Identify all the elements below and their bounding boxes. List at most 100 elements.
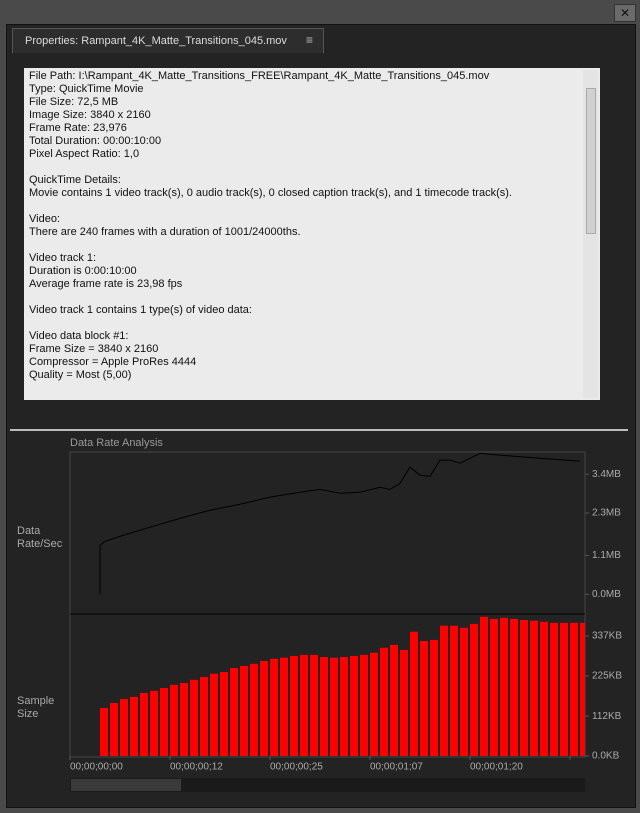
scroll-thumb[interactable] bbox=[586, 88, 596, 234]
bar bbox=[330, 657, 338, 756]
bar bbox=[130, 696, 138, 756]
h-scrollbar[interactable] bbox=[70, 778, 585, 792]
property-line: Image Size: 3840 x 2160 bbox=[29, 109, 151, 121]
bar bbox=[480, 616, 488, 756]
bar bbox=[580, 622, 585, 756]
bar bbox=[280, 657, 288, 756]
bar bbox=[340, 657, 348, 756]
properties-text: File Path: I:\Rampant_4K_Matte_Transitio… bbox=[24, 68, 600, 400]
property-line: Movie contains 1 video track(s), 0 audio… bbox=[29, 187, 512, 199]
bar bbox=[160, 687, 168, 756]
bar bbox=[150, 690, 158, 756]
bar bbox=[230, 668, 238, 756]
bar bbox=[110, 702, 118, 756]
tab-title: Properties: Rampant_4K_Matte_Transitions… bbox=[25, 35, 287, 47]
bar bbox=[390, 644, 398, 756]
bar bbox=[550, 622, 558, 756]
property-line: QuickTime Details: bbox=[29, 174, 121, 186]
property-line: Quality = Most (5,00) bbox=[29, 369, 132, 381]
bar bbox=[510, 618, 518, 756]
lines: File Path: I:\Rampant_4K_Matte_Transitio… bbox=[29, 70, 512, 395]
bar bbox=[370, 652, 378, 756]
property-line: Type: QuickTime Movie bbox=[29, 83, 144, 95]
bar bbox=[440, 625, 448, 756]
x-tick-label: 00;00;01;07 bbox=[370, 762, 423, 773]
property-line: Total Duration: 00:00:10:00 bbox=[29, 135, 162, 147]
bar bbox=[210, 673, 218, 756]
property-line: Frame Size = 3840 x 2160 bbox=[29, 343, 159, 355]
x-tick-label: 00;00;00;25 bbox=[270, 762, 323, 773]
y-tick-label: 337KB bbox=[592, 631, 622, 642]
property-line: Video data block #1: bbox=[29, 330, 129, 342]
bar bbox=[460, 627, 468, 756]
y-label: Data Rate/Sec bbox=[17, 525, 63, 550]
paragraph: Video: There are 240 frames with a durati… bbox=[29, 213, 512, 239]
property-line: Video track 1 contains 1 type(s) of vide… bbox=[29, 304, 252, 316]
bar bbox=[240, 665, 248, 756]
paragraph: Video data block #1: Frame Size = 3840 x … bbox=[29, 330, 512, 382]
bar bbox=[400, 649, 408, 756]
bar bbox=[290, 655, 298, 756]
x-tick-label: 00;00;00;00 bbox=[70, 762, 123, 773]
y-tick-label: 0.0KB bbox=[592, 751, 620, 762]
property-line: File Size: 72,5 MB bbox=[29, 96, 119, 108]
paragraph: QuickTime Details: Movie contains 1 video… bbox=[29, 174, 512, 200]
bar bbox=[540, 621, 548, 756]
y-tick-label: 225KB bbox=[592, 671, 622, 682]
bar bbox=[490, 618, 498, 756]
property-line: Duration is 0:00:10:00 bbox=[29, 265, 137, 277]
x-tick-label: 00;0 bbox=[570, 762, 590, 773]
paragraph: Video track 1: Duration is 0:00:10:00 Aver… bbox=[29, 252, 512, 291]
property-line: Pixel Aspect Ratio: 1,0 bbox=[29, 148, 140, 160]
bar bbox=[380, 647, 388, 756]
chart-title: Data Rate Analysis bbox=[70, 437, 163, 449]
bar bbox=[560, 622, 568, 756]
property-line: Frame Rate: 23,976 bbox=[29, 122, 127, 134]
y-label: Sample Size bbox=[17, 695, 55, 720]
separator bbox=[10, 429, 628, 431]
bar bbox=[310, 654, 318, 756]
bar bbox=[180, 683, 188, 756]
bar bbox=[190, 679, 198, 756]
bar bbox=[420, 640, 428, 756]
bar bbox=[320, 657, 328, 756]
property-line: File Path: I:\Rampant_4K_Matte_Transitio… bbox=[29, 70, 490, 82]
bar bbox=[120, 699, 128, 756]
property-line: Video track 1: bbox=[29, 252, 97, 264]
x-tick-label: 00;00;00;12 bbox=[170, 762, 223, 773]
bar bbox=[250, 663, 258, 756]
bar bbox=[500, 617, 508, 756]
data-line bbox=[99, 452, 581, 595]
bar bbox=[200, 676, 208, 756]
paragraph: File Path: I:\Rampant_4K_Matte_Transitio… bbox=[29, 70, 512, 161]
bar bbox=[270, 658, 278, 756]
bar bbox=[140, 692, 148, 756]
y-tick-label: 2.3MB bbox=[592, 508, 621, 519]
h-scroll-thumb[interactable] bbox=[71, 779, 181, 791]
bar bbox=[450, 625, 458, 756]
property-line: Compressor = Apple ProRes 4444 bbox=[29, 356, 197, 368]
property-line: Average frame rate is 23,98 fps bbox=[29, 278, 183, 290]
x-tick-label: 00;00;01;20 bbox=[470, 762, 523, 773]
bar bbox=[170, 684, 178, 756]
y-tick-label: 3.4MB bbox=[592, 469, 621, 480]
y-tick-label: 0.0MB bbox=[592, 589, 621, 600]
bar bbox=[220, 671, 228, 756]
bar bbox=[410, 631, 418, 756]
y-tick-label: 112KB bbox=[592, 711, 622, 722]
bar bbox=[300, 654, 308, 756]
bar bbox=[570, 622, 578, 756]
tab[interactable]: Properties: Rampant_4K_Matte_Transitions… bbox=[12, 28, 324, 53]
bar bbox=[100, 707, 108, 756]
property-line: There are 240 frames with a duration of … bbox=[29, 226, 301, 238]
bar bbox=[520, 619, 528, 756]
bar bbox=[360, 654, 368, 756]
bar bbox=[350, 655, 358, 756]
y-tick-label: 1.1MB bbox=[592, 550, 621, 561]
tab-menu[interactable]: ≡ bbox=[306, 33, 314, 47]
bar bbox=[430, 639, 438, 756]
bar bbox=[530, 620, 538, 756]
close-button[interactable]: ✕ bbox=[614, 4, 636, 22]
